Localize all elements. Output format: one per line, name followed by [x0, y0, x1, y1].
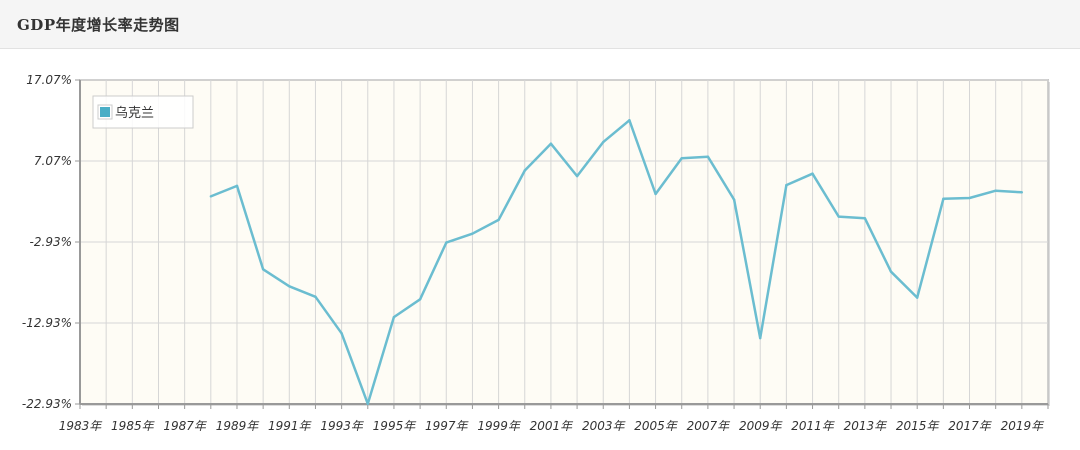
- x-tick-label: 2017年: [948, 419, 993, 433]
- x-tick-label: 2003年: [582, 419, 627, 433]
- x-tick-label: 1991年: [268, 419, 313, 433]
- data-point: [366, 402, 369, 405]
- data-point: [235, 184, 239, 188]
- data-point: [889, 270, 893, 273]
- data-point: [863, 217, 867, 220]
- x-tick-label: 1983年: [59, 419, 104, 433]
- data-point: [314, 295, 317, 299]
- x-tick-label: 2015年: [896, 419, 941, 433]
- x-tick-label: 2019年: [1001, 419, 1046, 433]
- data-point: [915, 296, 919, 299]
- legend[interactable]: 乌克兰: [92, 95, 194, 129]
- y-tick-label: -12.93%: [22, 316, 72, 330]
- x-tick-label: 1997年: [425, 419, 470, 433]
- data-point: [994, 189, 997, 192]
- x-tick-label: 2011年: [791, 419, 836, 433]
- y-tick-label: 17.07%: [26, 73, 72, 87]
- x-tick-label: 2001年: [530, 419, 575, 433]
- data-point: [602, 140, 605, 144]
- x-tick-label: 2007年: [687, 419, 732, 433]
- legend-swatch: [100, 107, 110, 117]
- data-point: [785, 183, 788, 187]
- plot-area: [79, 79, 1050, 406]
- data-point: [261, 268, 265, 271]
- data-point: [288, 285, 291, 288]
- data-point: [392, 315, 396, 319]
- data-point: [680, 157, 683, 160]
- data-point: [209, 195, 213, 198]
- data-point: [732, 198, 736, 201]
- x-tick-label: 1985年: [111, 419, 156, 433]
- gdp-growth-chart: 17.07% 7.07% -2.93% -12.93% -22.93% 1983年 1985…: [22, 73, 1050, 433]
- data-point: [523, 169, 526, 172]
- data-point: [837, 215, 840, 218]
- x-tick-label: 1989年: [216, 419, 261, 433]
- y-tick-label: -2.93%: [30, 235, 72, 249]
- series-line: [210, 119, 1022, 406]
- x-tick-label: 1993年: [320, 419, 365, 433]
- data-point: [811, 172, 814, 175]
- data-point: [942, 197, 945, 201]
- data-point: [706, 155, 710, 158]
- panel-header: GDP年度增长率走势图: [0, 0, 1080, 49]
- data-point: [575, 174, 579, 178]
- x-tick-label: 2013年: [844, 419, 889, 433]
- series-layer: [209, 119, 1024, 406]
- x-tick-label: 1987年: [163, 419, 208, 433]
- legend-label: 乌克兰: [115, 105, 154, 121]
- data-point: [628, 119, 631, 122]
- data-point: [471, 232, 474, 235]
- data-point: [968, 196, 971, 200]
- data-point: [445, 241, 448, 244]
- x-tick-label: 2009年: [739, 419, 784, 433]
- axes: 17.07% 7.07% -2.93% -12.93% -22.93% 1983年 1985…: [22, 73, 1049, 433]
- page-title: GDP年度增长率走势图: [17, 16, 180, 34]
- data-point: [549, 142, 553, 145]
- data-point: [340, 332, 343, 335]
- data-point: [654, 192, 657, 196]
- data-point: [497, 218, 500, 222]
- data-point: [759, 336, 762, 340]
- x-tick-label: 1999年: [477, 419, 522, 433]
- data-point: [1020, 191, 1024, 194]
- y-tick-label: 7.07%: [34, 154, 72, 168]
- data-point: [418, 298, 422, 301]
- x-tick-label: 2005年: [634, 419, 679, 433]
- x-tick-label: 1995年: [373, 419, 418, 433]
- y-tick-label: -22.93%: [22, 397, 72, 411]
